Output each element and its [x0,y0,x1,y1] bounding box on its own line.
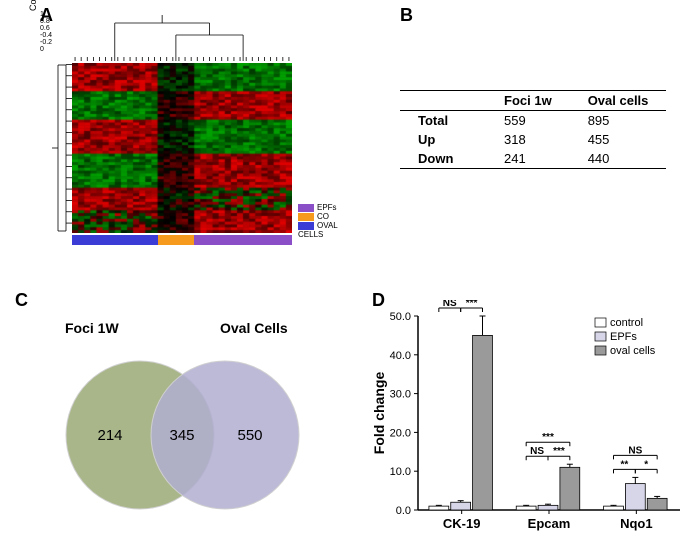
bar [473,335,493,510]
group-bar-segment [194,235,292,245]
heatmap-group-bar [72,235,292,245]
venn-diagram: 214 345 550 [40,340,330,530]
legend-swatch [298,213,314,221]
venn-left-count: 214 [97,427,122,444]
table-row: Total559895 [400,111,666,131]
sig-label: *** [553,446,565,457]
group-bar-segment [72,235,158,245]
bar [429,506,449,510]
table-cell: 455 [570,130,667,149]
table-row: Up318455 [400,130,666,149]
y-tick-label: 40.0 [390,350,411,362]
y-tick-label: 10.0 [390,466,411,478]
legend-swatch [595,346,606,355]
legend-label: CO [317,212,329,221]
sig-label: NS [443,300,457,309]
table-header: Foci 1w [486,91,570,111]
fold-change-barchart: 0.0 10.0 20.0 30.0 40.0 50.0 Fold change CK-19 E… [370,300,690,540]
legend-item: CO [298,212,340,221]
y-tick-label: 0.0 [396,505,411,517]
panel-b-table: Foci 1wOval cells Total559895Up318455Dow… [400,90,666,169]
table-row-label: Down [400,149,486,169]
bar [560,467,580,510]
bar [604,506,624,510]
venn-left-title: Foci 1W [65,320,119,336]
table-row: Down241440 [400,149,666,169]
panel-b-label: B [400,5,413,26]
sig-label: NS [628,445,642,456]
deg-count-table: Foci 1wOval cells Total559895Up318455Dow… [400,90,666,169]
sig-label: ** [621,459,629,470]
table-header: Oval cells [570,91,667,111]
correlation-axis-label: Correlation [28,0,38,11]
sig-label: NS [530,446,544,457]
bar [538,505,558,510]
category-label: Epcam [528,516,571,531]
legend-item: OVAL CELLS [298,221,340,239]
table-cell: 241 [486,149,570,169]
y-tick-label: 20.0 [390,427,411,439]
table-row-label: Total [400,111,486,131]
bar [647,498,667,510]
heatmap [72,63,292,233]
panel-d-barchart: 0.0 10.0 20.0 30.0 40.0 50.0 Fold change CK-19 E… [370,300,690,540]
table-cell: 440 [570,149,667,169]
bar [625,484,645,510]
panel-c-venn: Foci 1W Oval Cells 214 345 550 [10,300,340,540]
venn-right-count: 550 [237,427,262,444]
bar [516,506,536,510]
table-cell: 318 [486,130,570,149]
correlation-scale: 1 0.8 0.6 -0.4 -0.2 0 [40,11,48,53]
sig-label: *** [466,300,478,309]
table-cell: 895 [570,111,667,131]
panel-a-heatmap: Correlation 1 0.8 0.6 -0.4 -0.2 0 EPFsCO… [10,5,340,265]
sig-label: * [644,459,648,470]
table-row-label: Up [400,130,486,149]
legend-swatch [595,332,606,341]
table-cell: 559 [486,111,570,131]
legend-label: EPFs [610,331,637,343]
venn-right-title: Oval Cells [220,320,288,336]
sig-label: *** [542,432,554,443]
table-header-blank [400,91,486,111]
category-label: CK-19 [443,516,481,531]
y-tick-label: 50.0 [390,311,411,323]
legend-swatch [298,222,314,230]
legend-swatch [595,318,606,327]
dendrogram-left [50,63,72,233]
y-axis-label: Fold change [371,372,387,455]
group-bar-segment [158,235,195,245]
legend-swatch [298,204,314,212]
dendrogram-top [72,13,292,61]
legend-label: oval cells [610,345,656,357]
heatmap-legend: EPFsCOOVAL CELLS [298,203,340,239]
y-tick-label: 30.0 [390,389,411,401]
legend-item: EPFs [298,203,340,212]
legend-label: EPFs [317,203,337,212]
legend-label: control [610,317,643,329]
venn-intersection-count: 345 [169,427,194,444]
category-label: Nqo1 [620,516,653,531]
bar [451,502,471,510]
